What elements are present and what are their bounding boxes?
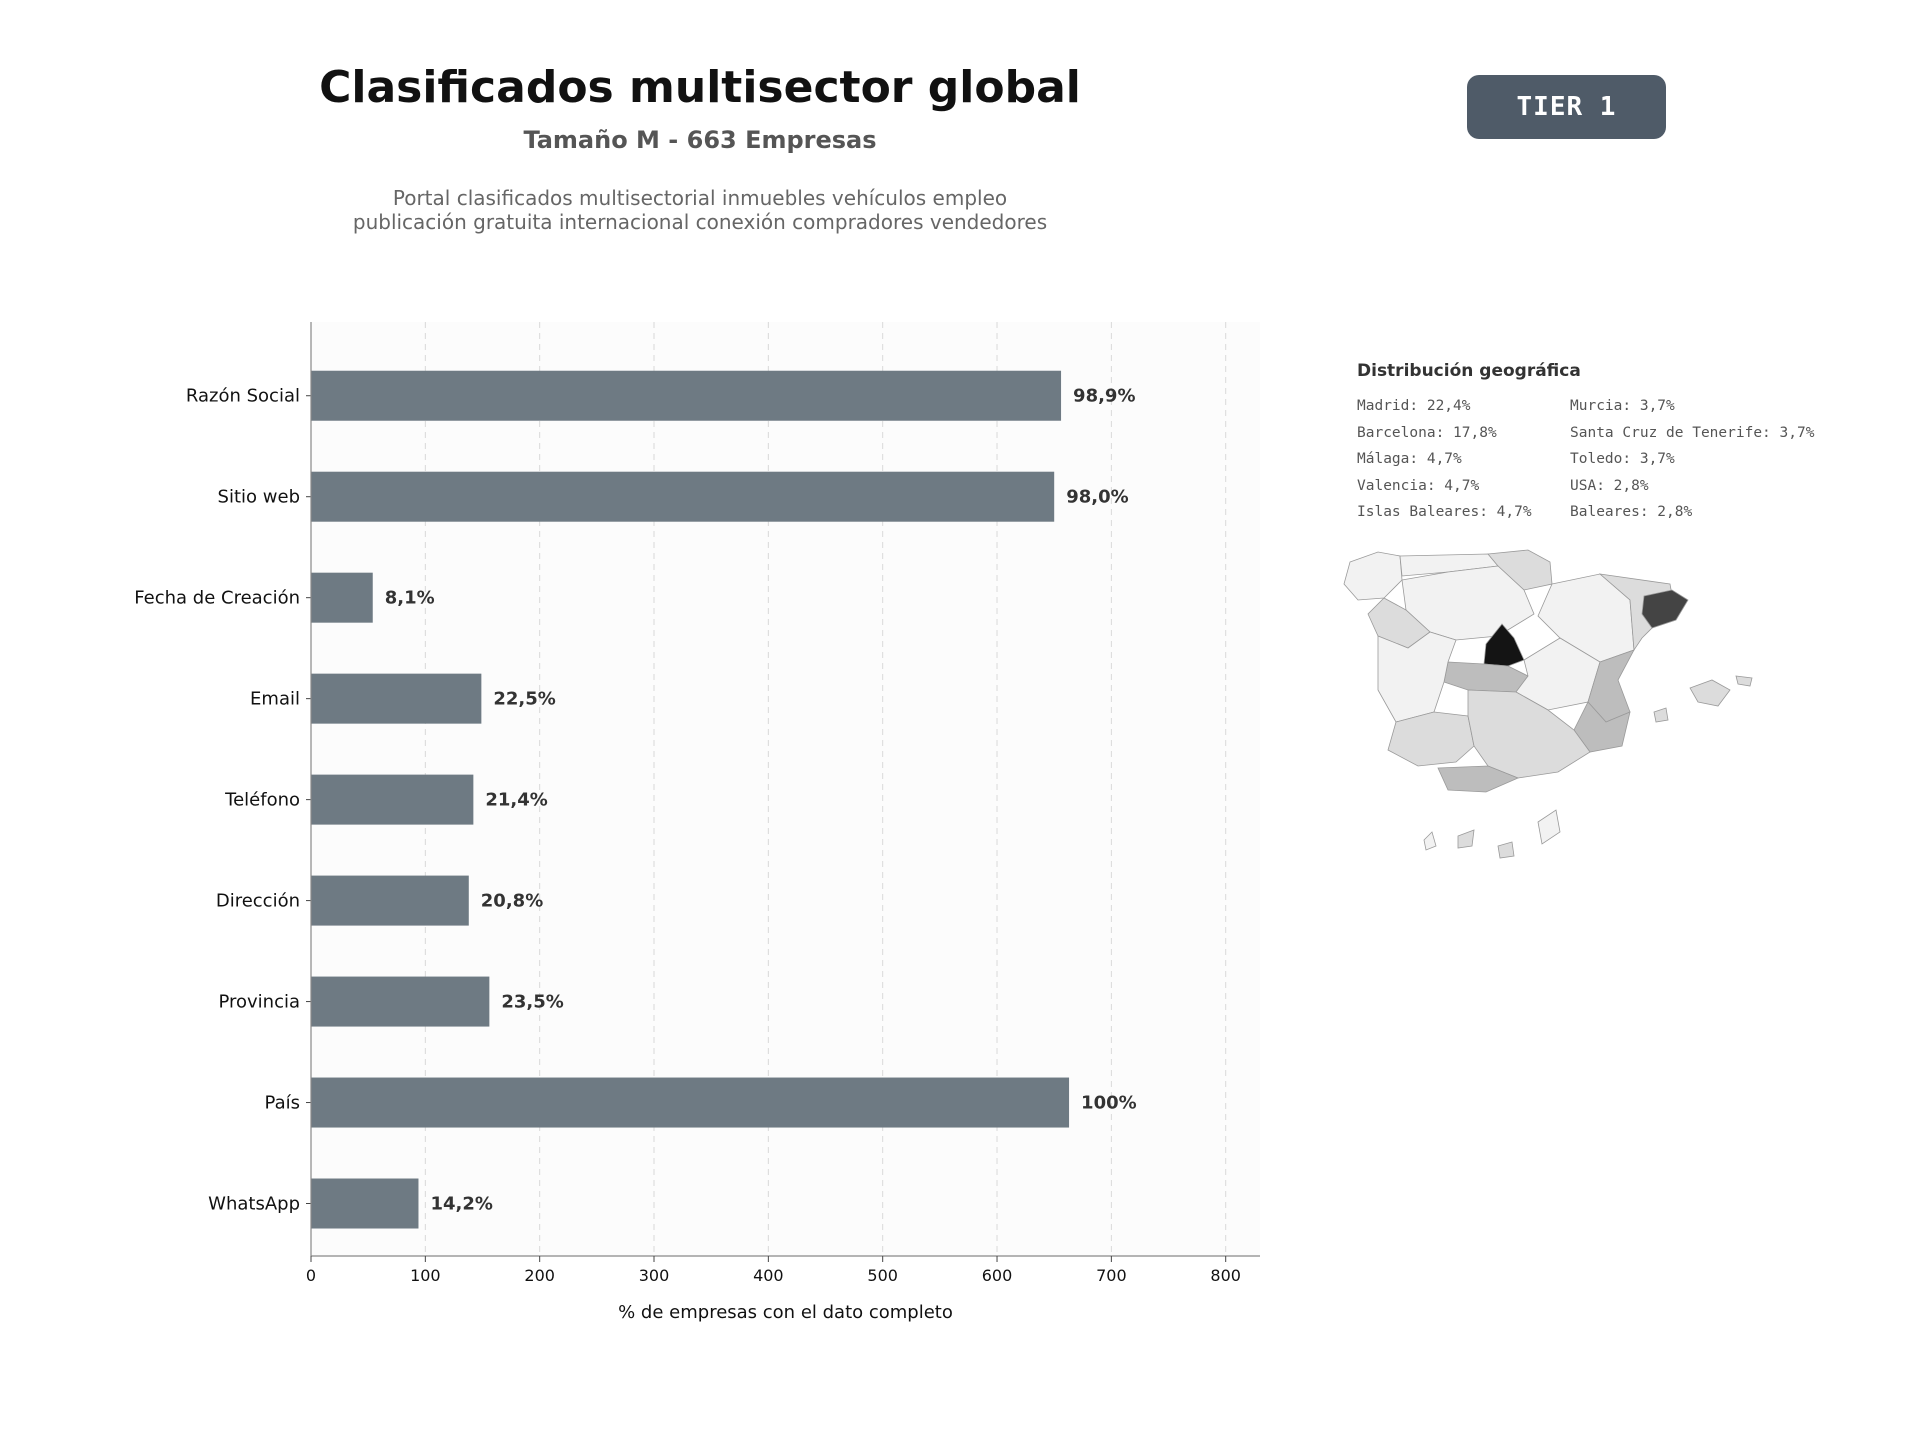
bar	[311, 976, 490, 1027]
axes: Razón Social Sitio web Fecha de Creación Em…	[134, 322, 1260, 1285]
map-regions	[1343, 549, 1753, 859]
bar	[311, 673, 482, 724]
y-tick-label: Sitio web	[218, 487, 300, 508]
map-region-galicia	[1343, 551, 1403, 601]
bar	[311, 1178, 419, 1229]
y-tick-label: País	[265, 1093, 300, 1114]
y-tick-label: Email	[250, 689, 300, 710]
data-label: 98,9%	[1073, 386, 1135, 407]
geo-item: USA: 2,8%	[1570, 477, 1649, 494]
x-tick-label: 800	[1210, 1266, 1241, 1285]
bar	[311, 572, 373, 623]
spain-map	[1343, 549, 1753, 859]
data-label: 20,8%	[481, 891, 543, 912]
bar	[311, 1077, 1070, 1128]
chart-subtitle: Tamaño M - 663 Empresas	[523, 126, 877, 154]
data-label: 14,2%	[430, 1194, 492, 1215]
bar	[311, 774, 474, 825]
x-tick-label: 500	[867, 1266, 898, 1285]
bar	[311, 875, 469, 926]
tier-badge: TIER 1	[1467, 75, 1666, 139]
map-region-barcelona	[1641, 589, 1689, 629]
description: Portal clasificados multisectorial inmue…	[300, 186, 1100, 234]
x-tick-label: 300	[639, 1266, 670, 1285]
map-region-catalonia-rest	[1598, 573, 1675, 652]
description-line-2: publicación gratuita internacional conex…	[352, 210, 1048, 234]
map-region-malaga	[1437, 765, 1520, 793]
geo-title: Distribución geográfica	[1357, 361, 1581, 381]
x-tick-label: 700	[1096, 1266, 1127, 1285]
x-tick-label: 0	[306, 1266, 316, 1285]
geo-item: Madrid: 22,4%	[1357, 398, 1471, 414]
data-label: 8,1%	[385, 588, 435, 609]
map-region-gran-canaria	[1497, 841, 1515, 859]
data-label: 100%	[1081, 1093, 1137, 1114]
chart-title: Clasificados multisector global	[319, 62, 1081, 113]
x-axis-label: % de empresas con el dato completo	[618, 1302, 953, 1323]
bar	[311, 471, 1055, 522]
geo-item: Baleares: 2,8%	[1570, 504, 1693, 520]
data-label: 98,0%	[1066, 487, 1128, 508]
x-tick-label: 100	[410, 1266, 441, 1285]
y-tick-label: Razón Social	[186, 386, 300, 407]
y-tick-label: Teléfono	[224, 790, 300, 811]
y-tick-label: Dirección	[216, 891, 300, 912]
bar	[311, 370, 1062, 421]
map-region-ibiza	[1653, 707, 1669, 723]
map-region-andalucia-west	[1387, 711, 1475, 767]
y-tick-label: Fecha de Creación	[134, 588, 300, 609]
map-region-tenerife	[1457, 829, 1475, 849]
map-region-la-palma	[1423, 831, 1437, 851]
data-label: 21,4%	[485, 790, 547, 811]
x-tick-label: 600	[982, 1266, 1013, 1285]
map-region-toledo	[1443, 661, 1529, 693]
map-region-andalucia-east	[1467, 689, 1591, 779]
map-region-castilla-lamancha	[1515, 637, 1601, 711]
map-region-menorca	[1735, 675, 1753, 687]
geo-item: Santa Cruz de Tenerife: 3,7%	[1570, 424, 1815, 441]
x-tick-label: 400	[753, 1266, 784, 1285]
geo-item: Islas Baleares: 4,7%	[1357, 504, 1532, 520]
geo-item: Valencia: 4,7%	[1357, 477, 1480, 494]
geo-item: Toledo: 3,7%	[1570, 451, 1675, 467]
data-label: 23,5%	[501, 992, 563, 1013]
x-tick-label: 200	[524, 1266, 555, 1285]
geo-item: Barcelona: 17,8%	[1357, 424, 1497, 441]
bar-chart: 98,9% 98,0% 8,1% 22,5% 21,4% 20,8% 23,5% 100% 14…	[134, 322, 1260, 1323]
geo-item: Málaga: 4,7%	[1357, 451, 1462, 467]
geo-distribution-list: Madrid: 22,4% Murcia: 3,7% Barcelona: 17,8…	[1357, 396, 1830, 523]
data-label: 22,5%	[493, 689, 555, 710]
map-region-lanzarote-fuerteventura	[1537, 809, 1561, 845]
geo-item: Murcia: 3,7%	[1570, 398, 1675, 414]
y-tick-label: WhatsApp	[208, 1194, 300, 1215]
map-region-mallorca	[1689, 679, 1731, 707]
y-tick-label: Provincia	[218, 992, 300, 1013]
map-region-extremadura	[1377, 631, 1457, 723]
description-line-1: Portal clasificados multisectorial inmue…	[392, 186, 1008, 210]
bars: 98,9% 98,0% 8,1% 22,5% 21,4% 20,8% 23,5% 100% 14…	[311, 370, 1137, 1229]
